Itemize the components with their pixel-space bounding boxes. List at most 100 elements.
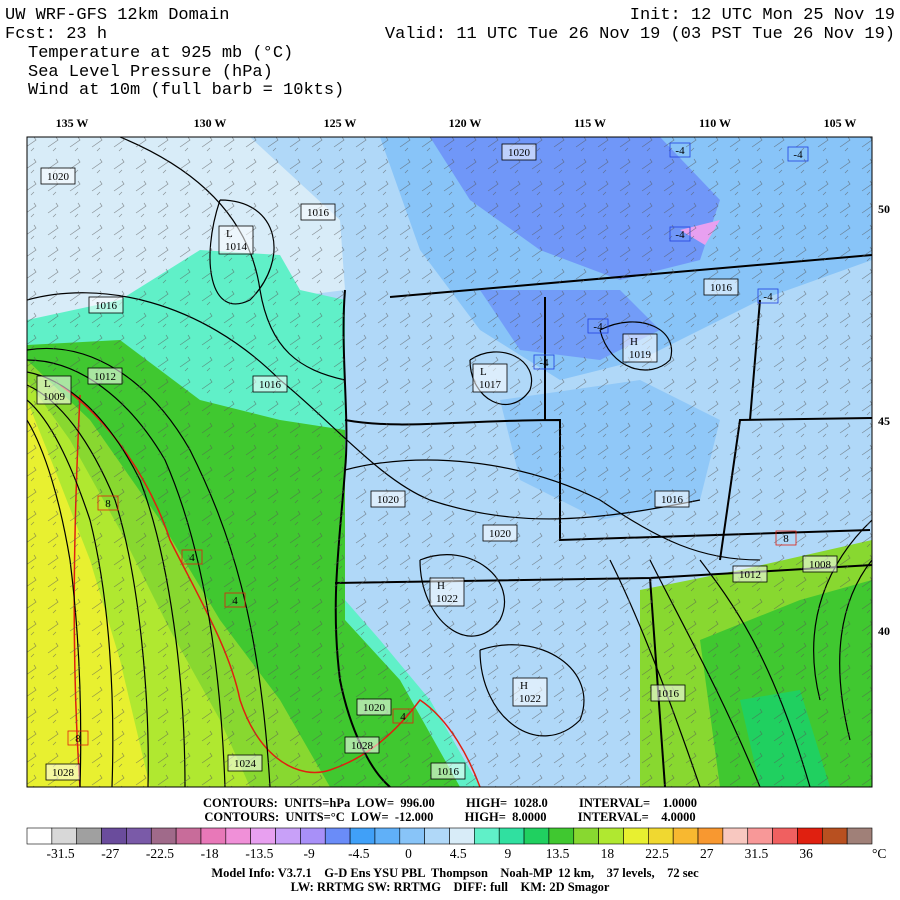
pressure-label: 1016	[703, 278, 739, 296]
colorbar-label: -27	[101, 846, 119, 861]
temperature-value: -4	[793, 149, 803, 161]
pressure-value: 1019	[629, 349, 652, 361]
temperature-value: -4	[675, 229, 685, 241]
latitude-label: 40	[878, 624, 890, 638]
contour-info: CONTOURS: UNITS=°C LOW= -12.000 HIGH= 8.…	[204, 810, 695, 824]
colorbar-swatch	[772, 827, 798, 845]
pressure-value: 1020	[47, 171, 70, 183]
label-box	[757, 288, 779, 304]
colorbar-swatch	[175, 827, 202, 845]
colorbar-swatch	[51, 827, 78, 845]
colorbar-label: -4.5	[348, 846, 370, 861]
label-box	[732, 565, 768, 583]
pressure-label: 1028	[45, 763, 81, 781]
pressure-label: 1012	[87, 367, 123, 385]
colorbar-swatch	[846, 827, 873, 845]
temperature-value: 8	[105, 498, 111, 510]
colorbar-swatch	[126, 827, 152, 845]
colorbar-swatch	[449, 827, 475, 845]
pressure-label: 1020	[356, 698, 392, 716]
pressure-label: 1016	[430, 762, 466, 780]
title: UW WRF-GFS 12km Domain	[5, 6, 229, 25]
init-time: Init: 12 UTC Mon 25 Nov 19	[630, 6, 895, 25]
colorbar-swatch	[474, 827, 500, 845]
label-box	[669, 142, 691, 158]
pressure-value: 1012	[739, 569, 761, 581]
pressure-label: 1008	[802, 555, 838, 573]
colorbar-swatch	[722, 827, 749, 845]
colorbar-swatch	[300, 827, 326, 845]
pressure-center: L	[480, 366, 487, 378]
label-box	[45, 763, 81, 781]
pressure-label: 1016	[88, 296, 124, 314]
colorbar-label: 18	[601, 846, 615, 861]
colorbar-swatch	[250, 827, 276, 845]
temperature-value: 8	[783, 533, 789, 545]
label-box	[224, 592, 246, 608]
pressure-label: 1020	[482, 524, 518, 542]
field-label: Wind at 10m (full barb = 10kts)	[28, 81, 344, 100]
label-box	[356, 698, 392, 716]
pressure-value: 1009	[43, 391, 66, 403]
label-box	[482, 524, 518, 542]
colorbar-swatch	[498, 827, 525, 845]
colorbar-label: 13.5	[546, 846, 570, 861]
colorbar-swatch	[697, 827, 724, 845]
pressure-value: 1022	[519, 693, 541, 705]
colorbar-label: 4.5	[450, 846, 467, 861]
label-box	[181, 549, 203, 565]
label-box	[650, 684, 686, 702]
colorbar-label: -31.5	[46, 846, 74, 861]
colorbar-swatch	[523, 827, 550, 845]
pressure-label: 1020	[370, 490, 406, 508]
longitude-label: 120 W	[449, 116, 482, 130]
temperature-value: 4	[400, 711, 406, 723]
temperature-value: -4	[539, 357, 549, 369]
colorbar-swatch	[623, 827, 649, 845]
longitude-label: 130 W	[194, 116, 227, 130]
colorbar-swatch	[374, 827, 401, 845]
pressure-label: 1012	[732, 565, 768, 583]
longitude-label: 110 W	[699, 116, 731, 130]
colorbar-label: -22.5	[146, 846, 174, 861]
label-box	[775, 530, 797, 546]
pressure-value: 1020	[508, 147, 531, 159]
temperature-value: 4	[189, 552, 195, 564]
pressure-value: 1016	[661, 494, 684, 506]
label-box	[501, 143, 537, 161]
pressure-label: 1016	[252, 375, 288, 393]
colorbar-swatch	[76, 827, 102, 845]
colorbar-swatch	[573, 827, 599, 845]
label-box	[370, 490, 406, 508]
pressure-label: 1028	[344, 736, 380, 754]
contour-info: CONTOURS: UNITS=hPa LOW= 996.00 HIGH= 10…	[203, 796, 697, 810]
pressure-value: 1016	[710, 282, 733, 294]
label-box	[67, 730, 89, 746]
label-box	[88, 296, 124, 314]
pressure-value: 1016	[307, 207, 330, 219]
longitude-label: 105 W	[824, 116, 857, 130]
pressure-center: H	[520, 680, 528, 692]
pressure-value: 1028	[351, 740, 374, 752]
colorbar-swatch	[225, 827, 251, 845]
label-box	[512, 677, 548, 707]
pressure-label: 1016	[300, 203, 336, 221]
label-box	[252, 375, 288, 393]
latitude-label: 50	[878, 202, 890, 216]
pressure-value: 1012	[94, 371, 116, 383]
pressure-value: 1014	[225, 241, 248, 253]
colorbar-swatch	[821, 827, 848, 845]
forecast-hour: Fcst: 23 h	[5, 25, 107, 44]
label-box	[36, 375, 72, 405]
pressure-center: L	[44, 378, 51, 390]
pressure-label: 1016	[650, 684, 686, 702]
pressure-value: 1020	[489, 528, 512, 540]
colorbar-swatch	[349, 827, 376, 845]
pressure-value: 1024	[234, 758, 257, 770]
